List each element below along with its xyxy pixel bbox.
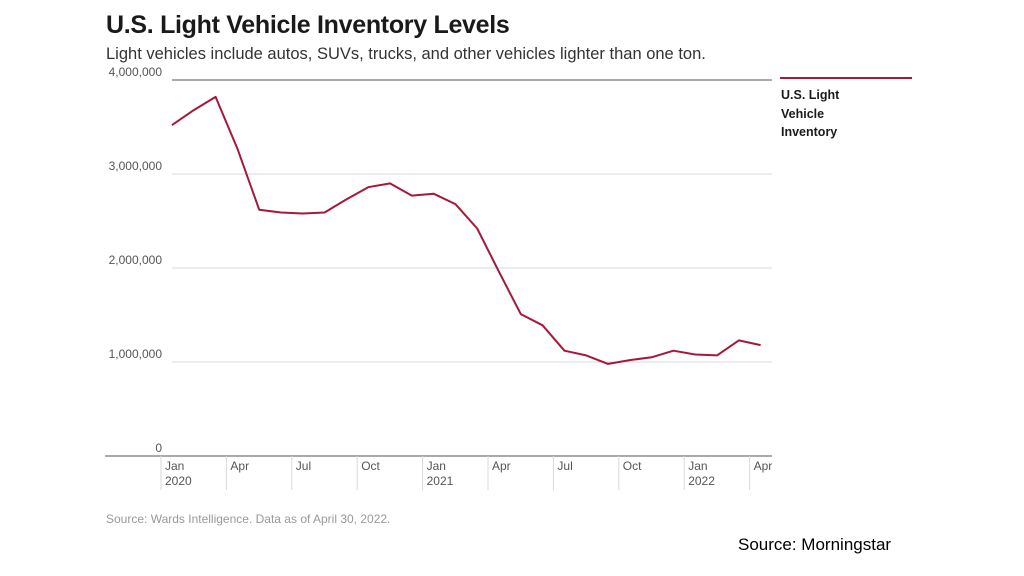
source-credit: Source: Morningstar — [738, 535, 892, 554]
x-tick-year: 2020 — [165, 474, 192, 488]
x-tick-year: 2022 — [688, 474, 715, 488]
legend-swatch — [780, 77, 912, 79]
series-layer — [171, 95, 761, 365]
x-tick-label: Jan — [165, 459, 184, 473]
x-tick-label: Apr — [754, 459, 773, 473]
x-tick-label: Jul — [296, 459, 311, 473]
x-tick-year: 2021 — [427, 474, 454, 488]
x-tick-label: Jan — [688, 459, 707, 473]
y-tick-label: 3,000,000 — [109, 159, 163, 173]
x-tick-label: Jul — [557, 459, 572, 473]
chart-title: U.S. Light Vehicle Inventory Levels — [106, 11, 510, 39]
data-note: Source: Wards Intelligence. Data as of A… — [106, 512, 391, 526]
y-tick-label: 1,000,000 — [109, 347, 163, 361]
chart-subtitle: Light vehicles include autos, SUVs, truc… — [106, 45, 706, 63]
grid-layer — [105, 79, 772, 457]
x-tick-label: Jan — [427, 459, 446, 473]
y-tick-label: 0 — [155, 441, 162, 455]
axis-layer: 0 1,000,000 2,000,000 3,000,000 4,000,000 Jan… — [109, 65, 773, 490]
x-tick-label: Oct — [361, 459, 380, 473]
legend-label: U.S. Light Vehicle Inventory — [781, 88, 840, 139]
x-tick-label: Apr — [230, 459, 249, 473]
x-tick-label: Apr — [492, 459, 511, 473]
series-line — [171, 95, 761, 365]
x-tick-label: Oct — [623, 459, 642, 473]
y-tick-label: 2,000,000 — [109, 253, 163, 267]
y-tick-label: 4,000,000 — [109, 65, 163, 79]
